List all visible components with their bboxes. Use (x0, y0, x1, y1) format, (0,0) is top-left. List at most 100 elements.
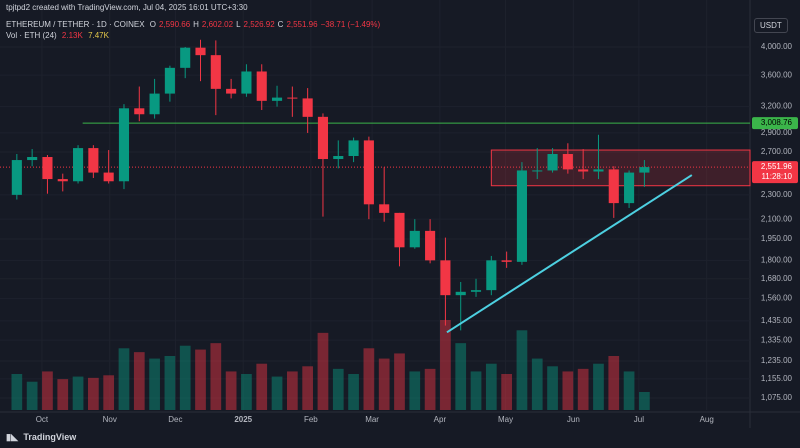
credit: tpjtpd2 created with TradingView.com, Ju… (6, 3, 248, 12)
candle-body (27, 157, 38, 161)
volume-bar (363, 348, 375, 410)
volume-bar (256, 363, 268, 410)
volume-bar (164, 356, 176, 410)
y-tick-label: 1,155.00 (761, 374, 793, 383)
trend-line (446, 174, 693, 334)
volume-bar (103, 375, 115, 410)
x-tick-label: Jun (567, 415, 580, 424)
candle-body (241, 71, 252, 94)
y-tick-label: 1,560.00 (761, 294, 793, 303)
x-tick-label: Aug (700, 415, 714, 424)
volume-bar (302, 366, 314, 410)
x-tick-label: Apr (434, 415, 447, 424)
candle-body (486, 260, 497, 291)
price-label: 2,551.96 (761, 162, 793, 171)
countdown-label: 11:28:10 (761, 172, 792, 181)
candle-body (134, 108, 145, 115)
y-tick-label: 2,900.00 (761, 128, 793, 137)
candle-body (57, 179, 68, 182)
candle-body (195, 47, 206, 56)
volume-bar (562, 371, 574, 410)
volume-bar (26, 381, 38, 410)
candle-body (516, 170, 527, 262)
volume-bar (608, 356, 620, 410)
volume-bar (623, 371, 635, 410)
volume-bar (210, 343, 222, 410)
volume-bar (133, 352, 145, 410)
volume-bar (639, 392, 650, 410)
candle-body (256, 71, 267, 101)
candle-body (425, 230, 436, 261)
volume-bar (455, 343, 467, 410)
y-tick-label: 3,600.00 (761, 70, 793, 79)
volume-bar (531, 358, 543, 410)
candle-body (547, 154, 558, 171)
ohlc-value: 2,526.92 (243, 20, 275, 29)
currency[interactable]: USDT (754, 18, 788, 33)
candle-body (379, 204, 390, 213)
y-tick-label: 1,950.00 (761, 234, 793, 243)
x-tick-label: Jul (634, 415, 644, 424)
ohlc-key: C (277, 20, 284, 29)
ohlc-key: L (236, 20, 241, 29)
x-tick-label: Oct (36, 415, 49, 424)
y-tick-label: 1,075.00 (761, 393, 793, 402)
volume-bar (271, 376, 283, 410)
volume-bar (485, 363, 497, 410)
volume-bar (348, 374, 359, 410)
volume-last: 7.47K (88, 31, 109, 40)
volume-bar (286, 371, 298, 410)
candle-body (624, 172, 635, 204)
candle-body (226, 88, 237, 94)
candle-body (470, 290, 482, 292)
y-tick-label: 2,700.00 (761, 147, 793, 156)
volume-bar (516, 330, 528, 410)
symbol: ETHEREUM / TETHER · 1D · COINEX (6, 20, 145, 29)
volume-bar (332, 368, 344, 410)
y-tick-label: 1,435.00 (761, 316, 793, 325)
volume-bar (394, 353, 405, 410)
volume-bar (149, 358, 160, 410)
candle-body (88, 148, 99, 173)
volume-bar (409, 371, 421, 410)
volume-bar (241, 374, 252, 410)
volume-legend: Vol · ETH (24) 2.13K 7.47K (6, 31, 112, 40)
y-tick-label: 3,200.00 (761, 102, 793, 111)
candle-body (11, 160, 22, 195)
volume-bar (424, 368, 436, 410)
change: −38.71 (−1.49%) (320, 20, 381, 29)
volume-bar (577, 368, 589, 410)
volume-bar (88, 377, 99, 410)
volume-bar (470, 371, 482, 410)
price-label-box (752, 161, 798, 184)
hline-label-box (752, 117, 798, 130)
volume-bar (378, 358, 390, 410)
volume-bar (593, 363, 604, 410)
ohlc-value: 2,590.66 (159, 20, 191, 29)
candle-body (42, 157, 53, 180)
candle-body (164, 67, 175, 94)
x-tick-label: May (498, 415, 513, 424)
candle-body (73, 148, 84, 182)
volume-bar (72, 376, 84, 410)
candle-body (302, 98, 313, 117)
x-tick-label: Dec (168, 415, 182, 424)
candle-body (608, 169, 619, 204)
volume-bar (11, 374, 23, 410)
volume-bar (118, 348, 130, 410)
candle-body (501, 260, 512, 262)
ohlc-value: 2,551.96 (286, 20, 318, 29)
volume-bar (317, 332, 329, 410)
volume-bar (57, 379, 69, 410)
candle-body (118, 108, 130, 182)
volume-bar (225, 371, 237, 410)
y-tick-label: 2,300.00 (761, 190, 793, 199)
y-tick-label: 1,680.00 (761, 274, 793, 283)
candle-body (333, 156, 344, 160)
y-tick-label: 1,235.00 (761, 356, 793, 365)
hline-label: 3,008.76 (761, 118, 793, 127)
volume-bar (179, 345, 191, 410)
brand: ▮◣ TradingView (6, 432, 77, 442)
candle-body (287, 97, 298, 99)
